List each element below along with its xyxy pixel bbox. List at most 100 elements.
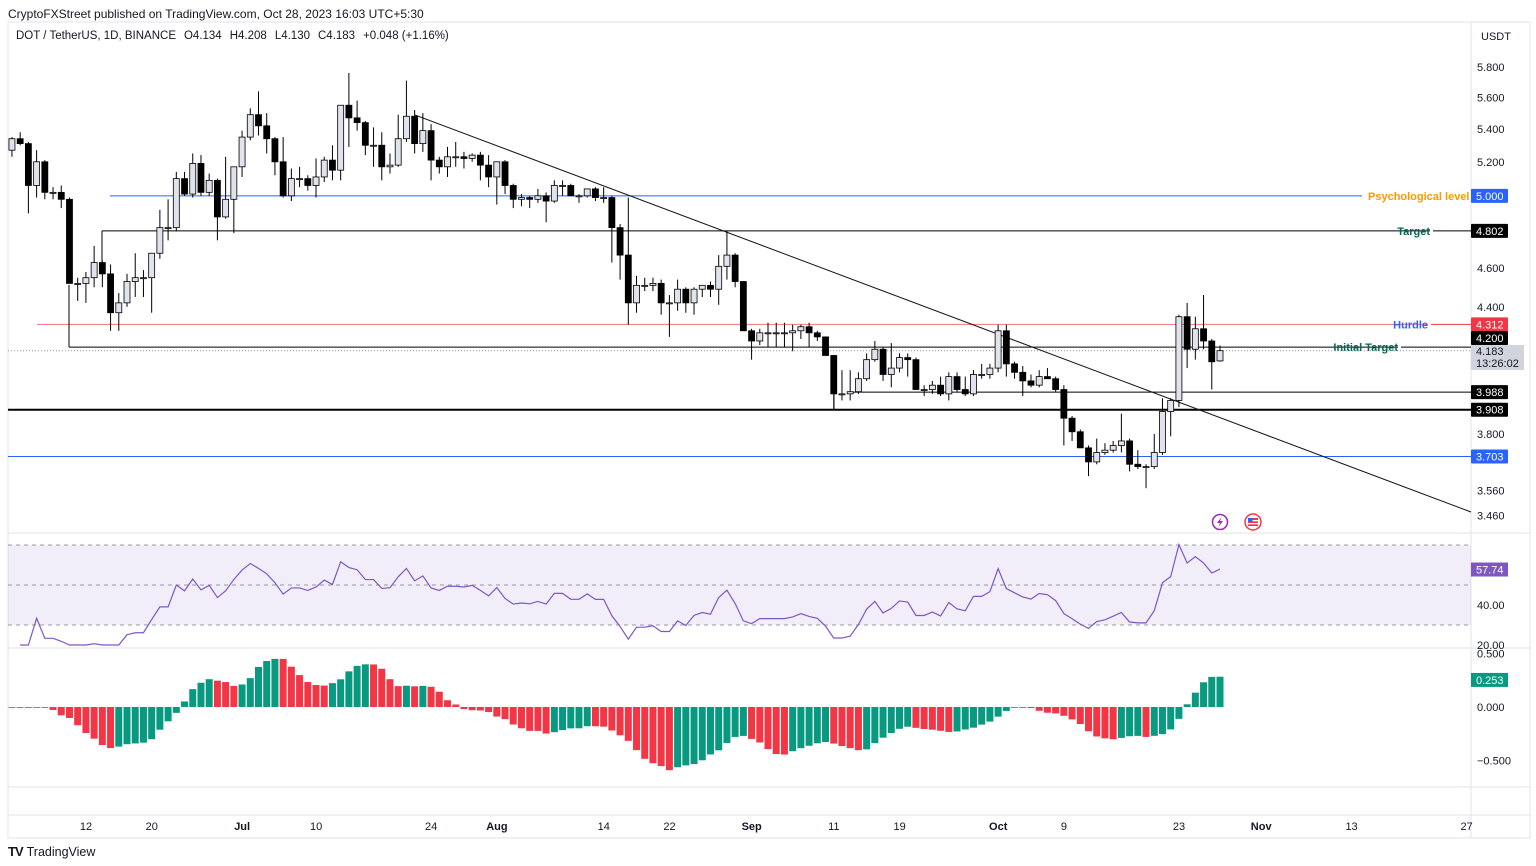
currency-label[interactable]: USDT [1481, 31, 1511, 43]
candle [797, 324, 805, 339]
oscillator-bar [345, 671, 353, 707]
candle [789, 324, 797, 352]
candle [518, 194, 525, 207]
candle [879, 347, 887, 381]
candle [304, 175, 312, 191]
candle [1093, 438, 1101, 465]
candle [592, 187, 599, 202]
candle [887, 343, 895, 388]
ohlc-open: O4.134 [183, 30, 222, 42]
candle-up [871, 348, 879, 361]
candle [1167, 398, 1175, 437]
candle [1134, 450, 1142, 469]
price-tag [1471, 385, 1508, 400]
candle-up [1175, 316, 1183, 401]
candle [189, 153, 197, 198]
oscillator-bar [715, 707, 723, 751]
candle [378, 132, 386, 181]
oscillator-bar [871, 707, 879, 744]
oscillator-bar [156, 707, 164, 730]
oscillator-bar [1052, 707, 1060, 714]
oscillator-bar [649, 707, 657, 764]
price-axis[interactable]: 5.800 5.600 5.400 5.200 4.600 4.400 3.800 3.560… [1477, 62, 1505, 522]
candle [846, 370, 854, 401]
candle [320, 156, 328, 183]
time-tick-label: Sep [742, 821, 762, 833]
price-tag [1471, 223, 1508, 238]
oscillator-bar [164, 707, 172, 722]
candle-down [1134, 463, 1142, 468]
oscillator-bar [723, 707, 731, 743]
candle-down [912, 359, 920, 390]
candle-up [920, 389, 928, 391]
oscillator-bar [887, 707, 895, 733]
price-tick-label: 5.800 [1477, 62, 1505, 74]
oscillator-bar [304, 682, 312, 707]
oscillator-bar [748, 707, 756, 739]
rsi-pane: 40.00 20.00 57.74 [8, 542, 1508, 652]
candle [822, 336, 829, 356]
candle-up [690, 288, 698, 304]
candle [485, 155, 492, 188]
candle [33, 150, 41, 198]
candle-down [57, 191, 65, 200]
candle-down [707, 284, 714, 290]
time-axis[interactable]: 12 20 Jul 10 24 Aug 14 22 Sep 11 19 Oct 9 23 Nov 13 27 [80, 821, 1473, 833]
candle [205, 173, 213, 196]
candle-down [263, 125, 271, 140]
candle-up [583, 188, 591, 197]
oscillator-bar [690, 707, 698, 765]
oscillator-bar [509, 707, 517, 725]
candle-up [123, 281, 131, 304]
price-tag-label: 4.312 [1476, 319, 1504, 331]
candle-down [961, 389, 969, 395]
candle [616, 224, 624, 280]
oscillator-bar [378, 668, 386, 707]
oscillator-bar [476, 707, 484, 711]
oscillator-bar [945, 707, 953, 732]
candle-down [616, 227, 624, 256]
price-tag-label: 3.988 [1476, 387, 1504, 399]
candle-up [468, 154, 476, 159]
price-tick-label: 3.800 [1477, 429, 1505, 441]
oscillator-bar [181, 701, 189, 707]
oscillator-bar [526, 707, 534, 731]
rsi-value-tag [1471, 562, 1508, 577]
candle-down [657, 283, 665, 304]
candle-down [822, 336, 829, 356]
oscillator-bar [616, 707, 624, 736]
oscillator-bar [1175, 707, 1183, 719]
candle [698, 284, 706, 297]
candle-up [764, 332, 772, 335]
candle-up [863, 359, 871, 380]
price-tag-label: 5.000 [1476, 191, 1504, 203]
oscillator-bar [1200, 682, 1208, 707]
candle [1200, 295, 1207, 350]
candle-up [164, 227, 172, 230]
lightning-icon[interactable] [1211, 513, 1229, 531]
time-tick-label: 19 [893, 821, 905, 833]
oscillator-bar [320, 685, 328, 707]
tradingview-footer[interactable]: TV TradingView [8, 844, 95, 859]
candle-down [1011, 363, 1018, 373]
candle [633, 275, 640, 313]
time-tick-label: 24 [425, 821, 437, 833]
candle [1191, 316, 1199, 360]
candle [970, 370, 977, 397]
candle [665, 295, 673, 337]
oscillator-bar [74, 707, 82, 726]
us-flag-icon[interactable] [1244, 513, 1262, 531]
candle-up [1101, 449, 1109, 453]
candle-up [1159, 411, 1166, 453]
candle-up [1216, 350, 1224, 362]
candle-down [214, 179, 221, 218]
candle-down [682, 288, 690, 304]
symbol-name[interactable]: DOT / TetherUS, 1D, BINANCE [16, 30, 176, 42]
time-tick-label: 10 [310, 821, 322, 833]
oscillator-bar [90, 707, 98, 739]
time-tick-label: Oct [989, 821, 1008, 833]
price-tag [1471, 188, 1508, 203]
candle [156, 209, 164, 259]
candle [830, 355, 838, 410]
